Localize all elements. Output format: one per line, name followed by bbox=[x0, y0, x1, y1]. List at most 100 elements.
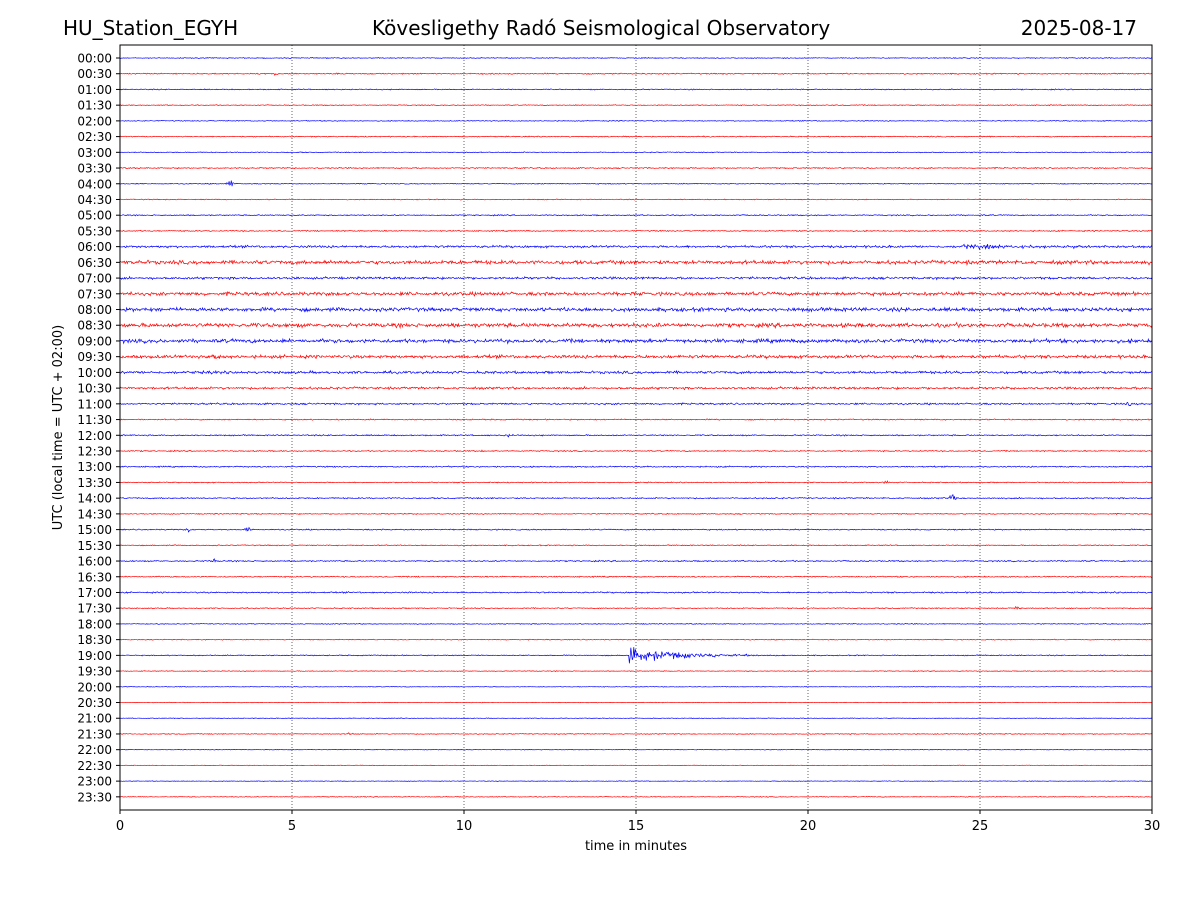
x-axis-ticks: 0 5 10 15 20 25 30 bbox=[116, 810, 1160, 834]
trace-0200 bbox=[119, 119, 1153, 122]
trace-0930 bbox=[119, 353, 1153, 360]
plot-date: 2025-08-17 bbox=[1020, 16, 1137, 40]
row-label: 03:00 bbox=[77, 146, 112, 160]
row-label: 16:00 bbox=[77, 555, 112, 569]
trace-0400 bbox=[119, 180, 1153, 187]
row-label: 06:00 bbox=[77, 240, 112, 254]
row-label: 18:30 bbox=[77, 633, 112, 647]
trace-1900 bbox=[119, 647, 1153, 664]
row-label: 09:00 bbox=[77, 334, 112, 348]
trace-0330 bbox=[119, 166, 1153, 170]
trace-1800 bbox=[119, 622, 1153, 625]
row-label: 08:30 bbox=[77, 319, 112, 333]
row-label: 00:30 bbox=[77, 67, 112, 81]
row-label: 23:30 bbox=[77, 790, 112, 804]
trace-1630 bbox=[119, 575, 1153, 579]
row-label: 20:00 bbox=[77, 680, 112, 694]
trace-0030 bbox=[119, 72, 1153, 76]
trace-0100 bbox=[119, 88, 1153, 91]
trace-1430 bbox=[119, 512, 1153, 516]
trace-0300 bbox=[119, 151, 1153, 154]
row-label: 07:30 bbox=[77, 287, 112, 301]
trace-1100 bbox=[119, 401, 1153, 407]
trace-1300 bbox=[119, 465, 1153, 469]
trace-2200 bbox=[119, 748, 1153, 751]
trace-0230 bbox=[119, 135, 1153, 138]
trace-2100 bbox=[119, 717, 1153, 719]
row-label: 04:30 bbox=[77, 193, 112, 207]
row-label: 11:30 bbox=[77, 413, 112, 427]
row-label: 17:00 bbox=[77, 586, 112, 600]
trace-0830 bbox=[119, 321, 1153, 330]
trace-1130 bbox=[119, 418, 1153, 421]
trace-1230 bbox=[119, 449, 1153, 453]
trace-1530 bbox=[119, 544, 1153, 547]
row-label: 02:00 bbox=[77, 114, 112, 128]
trace-1330 bbox=[119, 480, 1153, 484]
row-label: 13:00 bbox=[77, 460, 112, 474]
row-label: 19:00 bbox=[77, 649, 112, 663]
x-tick-label: 0 bbox=[116, 819, 124, 834]
trace-2130 bbox=[119, 732, 1153, 736]
trace-0600 bbox=[119, 243, 1153, 251]
row-label: 01:30 bbox=[77, 99, 112, 113]
trace-1000 bbox=[119, 369, 1153, 375]
x-tick-label: 30 bbox=[1144, 819, 1161, 834]
trace-1200 bbox=[119, 433, 1153, 438]
row-label: 05:00 bbox=[77, 209, 112, 223]
row-label: 20:30 bbox=[77, 696, 112, 710]
row-label: 06:30 bbox=[77, 256, 112, 270]
row-label: 17:30 bbox=[77, 602, 112, 616]
trace-0000 bbox=[119, 56, 1153, 59]
row-label: 22:00 bbox=[77, 743, 112, 757]
row-label: 09:30 bbox=[77, 350, 112, 364]
row-label: 03:30 bbox=[77, 162, 112, 176]
row-label: 05:30 bbox=[77, 224, 112, 238]
trace-1930 bbox=[119, 670, 1153, 672]
row-label: 21:30 bbox=[77, 727, 112, 741]
trace-2030 bbox=[119, 701, 1153, 704]
row-label: 16:30 bbox=[77, 570, 112, 584]
x-tick-label: 10 bbox=[456, 819, 473, 834]
trace-0530 bbox=[119, 229, 1153, 233]
trace-1400 bbox=[119, 494, 1153, 500]
row-label: 10:00 bbox=[77, 366, 112, 380]
row-label: 10:30 bbox=[77, 382, 112, 396]
x-axis-label: time in minutes bbox=[585, 839, 687, 854]
trace-2230 bbox=[119, 764, 1153, 767]
trace-0730 bbox=[119, 290, 1153, 298]
row-label: 12:00 bbox=[77, 429, 112, 443]
row-label: 04:00 bbox=[77, 177, 112, 191]
trace-1730 bbox=[119, 606, 1153, 611]
trace-0500 bbox=[119, 213, 1153, 217]
trace-1500 bbox=[119, 526, 1153, 533]
row-label: 19:30 bbox=[77, 665, 112, 679]
trace-0630 bbox=[119, 258, 1153, 266]
trace-1600 bbox=[119, 558, 1153, 563]
row-label: 01:00 bbox=[77, 83, 112, 97]
trace-0130 bbox=[119, 104, 1153, 107]
row-label: 15:30 bbox=[77, 539, 112, 553]
row-label: 14:00 bbox=[77, 492, 112, 506]
trace-0900 bbox=[119, 337, 1153, 345]
row-label: 14:30 bbox=[77, 507, 112, 521]
trace-1830 bbox=[119, 638, 1153, 641]
seismic-traces bbox=[119, 56, 1153, 798]
x-tick-label: 25 bbox=[972, 819, 989, 834]
row-label: 08:00 bbox=[77, 303, 112, 317]
row-label: 22:30 bbox=[77, 759, 112, 773]
gridlines bbox=[291, 45, 981, 810]
row-label: 18:00 bbox=[77, 617, 112, 631]
trace-1700 bbox=[119, 590, 1153, 594]
trace-2300 bbox=[119, 780, 1153, 782]
trace-0800 bbox=[119, 306, 1153, 313]
observatory-title: Kövesligethy Radó Seismological Observat… bbox=[372, 16, 831, 40]
trace-0700 bbox=[119, 275, 1153, 281]
row-label: 00:00 bbox=[77, 52, 112, 66]
trace-0430 bbox=[119, 198, 1153, 201]
row-label: 23:00 bbox=[77, 775, 112, 789]
trace-2000 bbox=[119, 686, 1153, 688]
station-code: HU_Station_EGYH bbox=[63, 16, 239, 40]
